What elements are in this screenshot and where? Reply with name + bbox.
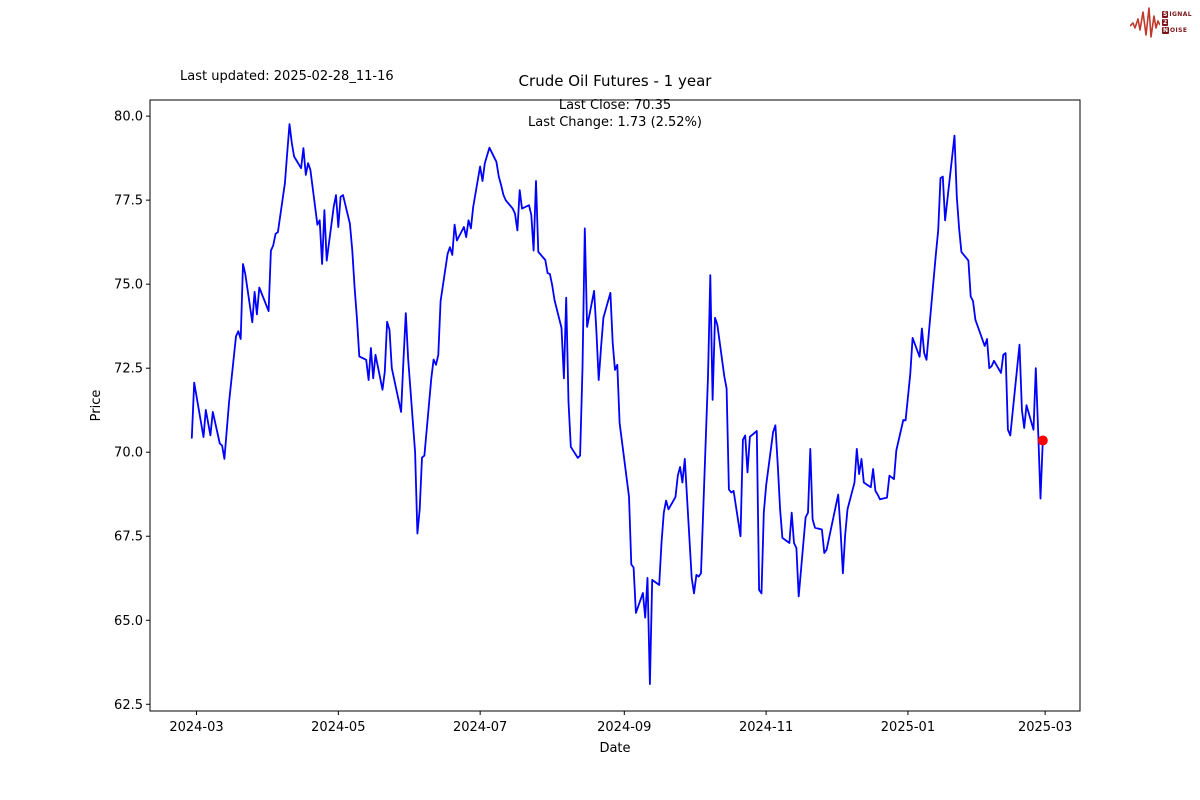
s2n-logo: S IGNAL 2 N OISE <box>1130 4 1192 40</box>
price-line <box>190 123 1048 685</box>
y-tick-label: 67.5 <box>114 530 143 545</box>
logo-letter-s: S <box>1162 10 1169 18</box>
chart-axes: 62.5 65.0 67.5 70.0 72.5 75.0 77.5 80.0 2024-03 2… <box>89 99 1081 756</box>
x-tick-label: 2024-07 <box>453 720 507 735</box>
x-tick-label: 2024-03 <box>169 720 223 735</box>
y-tick-label: 77.5 <box>114 194 143 209</box>
y-tick-label: 70.0 <box>114 446 143 461</box>
last-close-marker <box>1037 435 1048 446</box>
y-tick-label: 65.0 <box>114 614 143 629</box>
price-series-line <box>190 123 1044 685</box>
x-tick-label: 2025-01 <box>881 720 935 735</box>
last-close-annotation: Last Close: 70.35 Last Change: 1.73 (2.5… <box>528 97 702 131</box>
logo-digit-2: 2 <box>1162 18 1169 26</box>
y-tick-label: 80.0 <box>114 110 143 125</box>
x-tick-label: 2024-11 <box>739 720 793 735</box>
last-close-line: Last Close: 70.35 <box>558 98 672 113</box>
x-tick-label: 2024-05 <box>311 720 365 735</box>
heartbeat-waveform-icon <box>1130 7 1161 38</box>
y-tick-label: 72.5 <box>114 362 143 377</box>
x-tick-label: 2024-09 <box>597 720 651 735</box>
y-tick-label: 62.5 <box>114 698 143 713</box>
s2n-logo-text: S IGNAL 2 N OISE <box>1162 10 1192 34</box>
logo-letter-n: N <box>1162 26 1170 34</box>
x-axis-label: Date <box>599 741 630 756</box>
y-axis-label: Price <box>89 390 104 422</box>
last-change-line: Last Change: 1.73 (2.52%) <box>527 115 703 130</box>
plot-frame <box>149 99 1081 712</box>
x-tick-label: 2025-03 <box>1018 720 1072 735</box>
last-updated-text: Last updated: 2025-02-28_11-16 <box>180 69 394 84</box>
y-tick-label: 75.0 <box>114 278 143 293</box>
chart-title: Crude Oil Futures - 1 year <box>518 72 712 90</box>
